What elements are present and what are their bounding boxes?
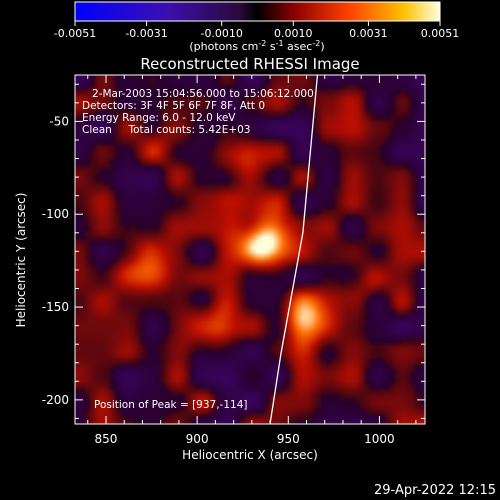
x-tick-label: 900 [186,432,209,446]
colorbar-tick-label: -0.0051 [54,27,96,40]
timestamp: 29-Apr-2022 12:15 [374,483,496,498]
info-line-time: 2-Mar-2003 15:04:56.000 to 15:06:12.000 [92,88,314,100]
y-tick-label: -200 [42,393,69,407]
solar-limb-line [269,75,319,424]
info-line-energy: Energy Range: 6.0 - 12.0 keV [82,112,236,124]
peak-position-label: Position of Peak = [937,-114] [94,399,248,411]
x-axis-label: Heliocentric X (arcsec) [182,448,318,462]
colorbar-tick-label: 0.0031 [349,27,388,40]
y-tick-label: -100 [42,207,69,221]
info-line-counts: Clean Total counts: 5.42E+03 [82,124,251,136]
info-text: 2-Mar-2003 15:04:56.000 to 15:06:12.000 … [82,88,314,411]
colorbar-tick-label: -0.0031 [125,27,167,40]
colorbar-tick-label: 0.0010 [274,27,313,40]
plot-frame [74,74,426,425]
chart-title: Reconstructed RHESSI Image [140,55,359,73]
colorbar-tick-label: -0.0010 [200,27,242,40]
info-line-detectors: Detectors: 3F 4F 5F 6F 7F 8F, Att 0 [82,100,265,112]
axis-ticks: 850 900 950 1000 -50 -100 -150 -200 [42,75,425,446]
colorbar: -0.0051 -0.0031 -0.0010 0.0010 0.0031 0.0051 … [54,1,459,53]
x-tick-label: 850 [95,432,118,446]
colorbar-units-label: (photons cm-2 s-1 asec-2) [189,39,324,53]
x-tick-label: 1000 [364,432,395,446]
heatmap-image [75,75,425,424]
x-tick-label: 950 [277,432,300,446]
colorbar-tick-label: 0.0051 [421,27,460,40]
y-tick-label: -150 [42,300,69,314]
y-axis-label: Heliocentric Y (arcsec) [14,193,28,328]
colorbar-gradient [74,1,441,22]
y-tick-label: -50 [49,114,69,128]
plot-area: 850 900 950 1000 -50 -100 -150 -200 [42,74,426,446]
colorbar-ticks: -0.0051 -0.0031 -0.0010 0.0010 0.0031 0.0051 [54,21,459,40]
